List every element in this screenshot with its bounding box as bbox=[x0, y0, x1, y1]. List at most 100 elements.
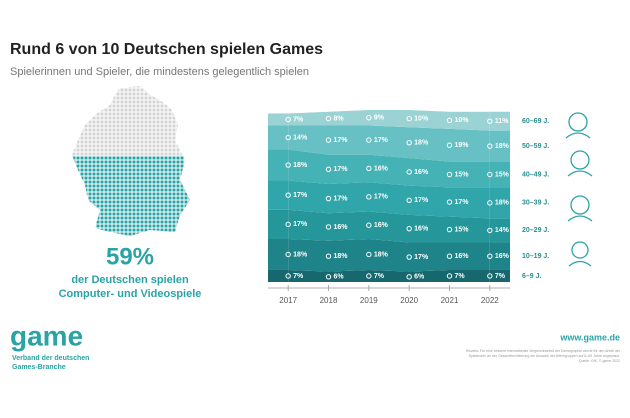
point bbox=[285, 221, 291, 228]
point bbox=[366, 222, 372, 228]
area-edge bbox=[268, 125, 289, 150]
value-label: 15% bbox=[495, 171, 510, 178]
value-label: 16% bbox=[414, 226, 429, 233]
highlight-text: Computer- und Videospiele bbox=[59, 288, 202, 300]
value-label: 18% bbox=[293, 162, 308, 169]
area bbox=[288, 125, 490, 162]
value-label: 7% bbox=[293, 116, 304, 123]
value-label: 18% bbox=[495, 200, 510, 207]
note: Spielenden an der Gesamtbevölkerung die … bbox=[469, 354, 620, 358]
value-label: 14% bbox=[495, 227, 510, 234]
x-tick-label: 2020 bbox=[400, 296, 418, 305]
area-edge bbox=[268, 149, 289, 181]
point bbox=[366, 137, 372, 143]
title: Rund 6 von 10 Deutschen spielen Games bbox=[10, 41, 323, 58]
person-icons bbox=[565, 112, 593, 267]
org-name: Games-Branche bbox=[12, 364, 66, 371]
area-edge bbox=[489, 161, 510, 188]
point bbox=[285, 273, 291, 279]
value-label: 14% bbox=[293, 134, 308, 141]
value-label: 17% bbox=[374, 137, 389, 144]
area-edge bbox=[489, 187, 510, 219]
point bbox=[366, 165, 372, 172]
value-label: 7% bbox=[455, 273, 466, 280]
value-label: 16% bbox=[334, 224, 349, 231]
area-edge bbox=[489, 242, 510, 270]
value-label: 16% bbox=[414, 169, 429, 176]
point bbox=[366, 194, 372, 200]
area bbox=[288, 269, 490, 282]
series-label: 30–39 J. bbox=[522, 200, 549, 207]
x-tick-label: 2017 bbox=[279, 296, 297, 305]
area-edge bbox=[489, 111, 510, 131]
x-tick-label: 2018 bbox=[320, 296, 338, 305]
point bbox=[487, 253, 493, 259]
series-label: 10–19 J. bbox=[522, 253, 549, 260]
area-edge bbox=[489, 130, 510, 162]
point bbox=[446, 117, 453, 124]
value-label: 17% bbox=[293, 221, 308, 228]
point bbox=[446, 171, 453, 178]
value-label: 16% bbox=[455, 253, 470, 260]
point bbox=[487, 171, 493, 178]
area-edge bbox=[268, 239, 289, 270]
point bbox=[446, 199, 453, 205]
area-edge bbox=[268, 180, 289, 210]
point bbox=[406, 197, 412, 204]
point bbox=[487, 227, 493, 234]
germany-map bbox=[72, 86, 190, 236]
series-label: 50–59 J. bbox=[522, 143, 549, 150]
value-label: 6% bbox=[334, 274, 345, 281]
value-label: 7% bbox=[495, 273, 506, 280]
area-chart: 7% 6% 7% 6% 7% 7% 6–9 J. 18% 18% 18% 17% 16% 16% 10–1… bbox=[268, 110, 549, 305]
value-label: 10% bbox=[414, 115, 429, 122]
value-label: 17% bbox=[414, 254, 429, 261]
point bbox=[446, 142, 453, 148]
point bbox=[325, 137, 332, 143]
area-edge bbox=[489, 218, 510, 243]
value-label: 19% bbox=[455, 142, 470, 149]
area-edge bbox=[268, 209, 289, 239]
note: Hinweis: Für eine bessere internationale… bbox=[466, 349, 621, 353]
value-label: 17% bbox=[374, 194, 389, 201]
highlight-text: der Deutschen spielen bbox=[71, 274, 189, 286]
point bbox=[406, 169, 412, 175]
area bbox=[288, 180, 490, 219]
point bbox=[487, 118, 493, 124]
area bbox=[288, 239, 490, 272]
point bbox=[366, 251, 372, 258]
subtitle: Spielerinnen und Spieler, die mindestens… bbox=[10, 66, 309, 78]
value-label: 17% bbox=[414, 197, 429, 204]
value-label: 16% bbox=[495, 253, 510, 260]
series-label: 20–29 J. bbox=[522, 227, 549, 234]
point bbox=[406, 139, 412, 146]
value-label: 17% bbox=[334, 195, 349, 202]
value-label: 11% bbox=[495, 118, 509, 125]
point bbox=[366, 115, 372, 121]
point bbox=[325, 195, 332, 202]
series-label: 40–49 J. bbox=[522, 171, 549, 178]
value-label: 17% bbox=[293, 192, 308, 199]
value-label: 6% bbox=[414, 274, 425, 281]
value-label: 8% bbox=[334, 115, 345, 122]
point bbox=[446, 253, 453, 259]
note: Quelle: GfK, © game 2022 bbox=[579, 359, 620, 363]
point bbox=[325, 115, 332, 122]
value-label: 7% bbox=[374, 273, 385, 280]
point bbox=[325, 253, 332, 259]
area bbox=[288, 209, 490, 243]
highlight-value: 59% bbox=[106, 243, 154, 270]
series-label: 60–69 J. bbox=[522, 118, 549, 125]
value-label: 10% bbox=[455, 117, 470, 124]
area-edge bbox=[268, 113, 289, 126]
x-tick-label: 2021 bbox=[441, 296, 459, 305]
point bbox=[366, 273, 372, 279]
area bbox=[288, 110, 490, 131]
logo: game bbox=[10, 320, 83, 351]
area bbox=[288, 149, 490, 188]
point bbox=[285, 116, 291, 123]
x-tick-label: 2019 bbox=[360, 296, 378, 305]
point bbox=[325, 166, 332, 173]
point bbox=[285, 162, 291, 168]
point bbox=[487, 143, 493, 149]
